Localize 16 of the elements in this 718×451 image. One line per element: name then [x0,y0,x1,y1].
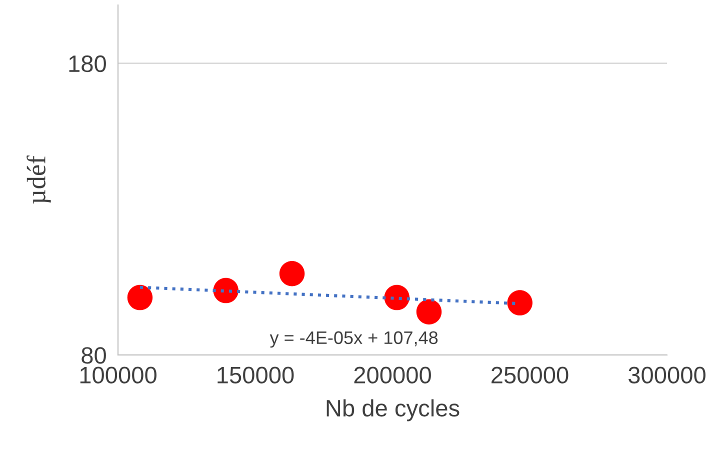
point [127,284,153,310]
x-tick-label: 100000 [80,366,156,384]
annotation: y = -4E-05x + 107,48 [270,331,438,348]
point [416,299,442,324]
point [384,284,410,310]
x-tick-label: 200000 [354,366,431,384]
point [507,290,532,316]
x-tick-label: 150000 [218,366,294,384]
x-axis-title: Nb de cycles [326,399,460,422]
x-tick-label: 300000 [628,366,706,384]
point [279,261,305,286]
y-tick-label: 180 [69,55,106,72]
point [213,278,238,304]
x-tick-label: 250000 [492,366,568,384]
y-axis-title: µdéf [26,156,51,204]
y-tick-label: 80 [82,347,106,364]
